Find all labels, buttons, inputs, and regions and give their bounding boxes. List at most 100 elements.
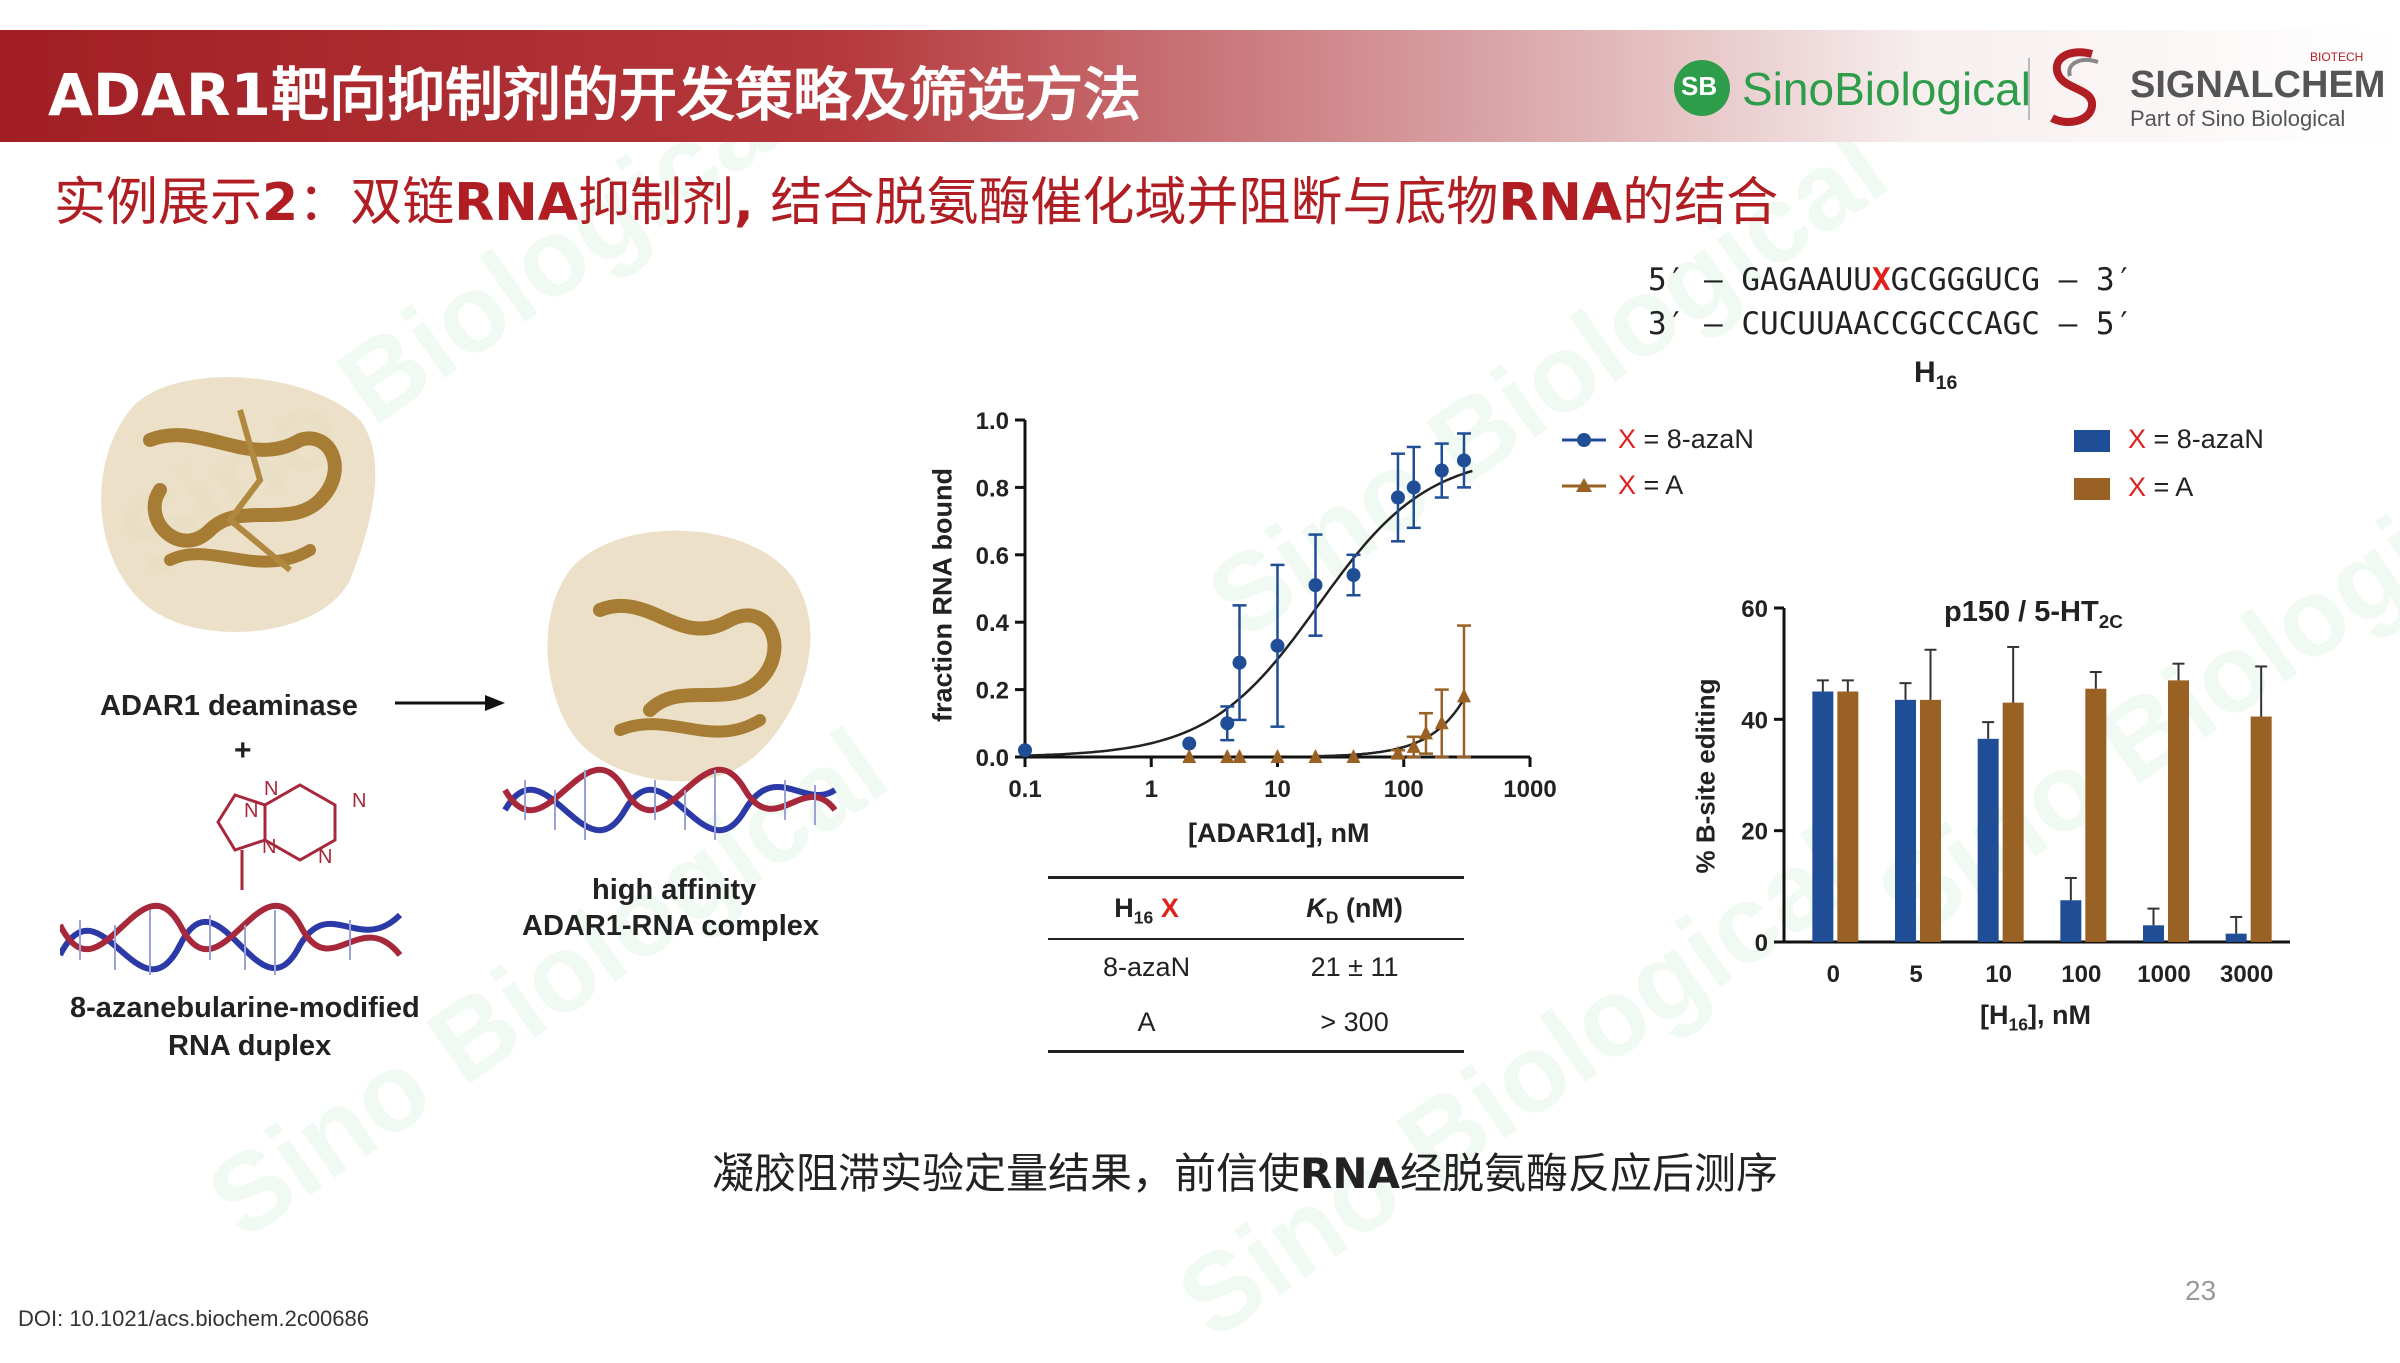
chart1-ylabel: fraction RNA bound xyxy=(927,468,958,722)
subtitle-suffix: 的结合 xyxy=(1622,173,1779,233)
data-point xyxy=(1434,715,1449,730)
bar xyxy=(2002,702,2024,942)
sequence-line-1: 5′ — GAGAAUUXGCGGGUCG — 3′ xyxy=(1648,262,2133,298)
bar xyxy=(1920,699,1941,942)
caption-rna: RNA xyxy=(1300,1149,1401,1198)
subtitle-mid2: 抑制剂 xyxy=(578,173,735,233)
chart1-legend-item-1: X = 8-azaN xyxy=(1618,424,1754,455)
bar xyxy=(2085,688,2107,942)
y-tick-label: 0.6 xyxy=(976,543,1009,570)
signalchem-text: SIGNALCHEM xyxy=(2130,64,2386,106)
page-number: 23 xyxy=(2185,1275,2217,1306)
sino-logo: SB SinoBiological xyxy=(1672,56,2032,126)
x-tick-label: 3000 xyxy=(2220,961,2273,988)
editing-bar-chart: 0 20 40 60 0 5 10 100 1000 3000 xyxy=(1741,596,2290,988)
table-cell: > 300 xyxy=(1245,995,1464,1054)
table-cell: 8-azaN xyxy=(1103,952,1191,983)
bar xyxy=(1977,738,1999,942)
arrow-head-icon xyxy=(485,695,505,711)
bar-chart-xlabel: [H16], nM xyxy=(1980,1000,2091,1035)
deaminase-label: ADAR1 deaminase xyxy=(100,690,358,722)
data-point xyxy=(1220,749,1235,763)
subtitle-mid3: 结合脱氨酶催化域并阻断与底物 xyxy=(753,173,1499,233)
ring-atom: N xyxy=(244,800,259,822)
x-tick-label: 5 xyxy=(1909,961,1922,988)
kd-table-header-oligo: H16 X xyxy=(1048,876,1246,941)
header-bar xyxy=(0,30,2400,142)
kd-table: H16 X KD (nM) 8-azaN 21 ± 11 A > 300 xyxy=(1048,876,1464,1054)
data-point xyxy=(1418,725,1433,740)
adar1-protein-icon xyxy=(101,377,376,633)
subtitle-comma: , xyxy=(734,173,754,233)
bar xyxy=(2060,900,2082,942)
subtitle-num: 2 xyxy=(262,173,299,233)
sb-logo-icon xyxy=(1674,60,1730,116)
signalchem-s-icon xyxy=(2050,48,2099,126)
signalchem-logo: BIOTECH SIGNALCHEM Part of Sino Biologic… xyxy=(2040,44,2385,134)
bar xyxy=(2225,933,2247,942)
data-point xyxy=(1232,749,1247,763)
chart1-xlabel: [ADAR1d], nM xyxy=(1188,818,1370,848)
y-tick-label: 0.2 xyxy=(976,678,1009,705)
caption-post: 经脱氨酶反应后测序 xyxy=(1400,1149,1779,1198)
ring-atom: N xyxy=(352,790,367,812)
complex-label-2: ADAR1-RNA complex xyxy=(522,910,820,942)
data-point xyxy=(1308,749,1323,763)
slide-subtitle: 实例展示2：双链RNA抑制剂, 结合脱氨酶催化域并阻断与底物RNA的结合 xyxy=(54,160,1778,235)
bar-legend-item-1: X = 8-azaN xyxy=(2128,424,2264,455)
subtitle-rna2: RNA xyxy=(1498,173,1623,233)
bar-legend-swatch-1 xyxy=(2074,430,2110,452)
complex-label-1: high affinity xyxy=(592,874,757,906)
x-tick-label: 100 xyxy=(2061,961,2101,988)
x-tick-label: 1000 xyxy=(1503,776,1556,803)
data-point xyxy=(1406,480,1421,495)
y-tick-label: 1.0 xyxy=(976,408,1009,435)
legend-x: X xyxy=(2128,424,2147,454)
signalchem-biotech: BIOTECH xyxy=(2310,50,2364,64)
table-row: A > 300 xyxy=(1048,995,1464,1054)
data-point xyxy=(1406,738,1421,753)
y-tick-label: 0.8 xyxy=(976,475,1009,502)
duplex-label-2: RNA duplex xyxy=(168,1030,332,1062)
signalchem-part-of: Part of Sino Biological xyxy=(2130,106,2346,131)
doi-reference: DOI: 10.1021/acs.biochem.2c00686 xyxy=(18,1306,370,1331)
ring-atom: N xyxy=(318,846,333,868)
bar-legend-item-2: X = A xyxy=(2128,472,2193,503)
data-point xyxy=(1270,749,1285,763)
azanebularine-structure-icon xyxy=(216,783,337,890)
x-tick-label: 10 xyxy=(1985,961,2012,988)
table-cell: A xyxy=(1048,995,1246,1054)
ring-atom: N xyxy=(262,836,277,858)
bar xyxy=(2250,716,2272,942)
legend-x: X xyxy=(2128,472,2147,502)
sequence-name: H16 xyxy=(1914,356,1957,395)
chart1-legend-markers xyxy=(1562,433,1606,492)
legend-text: = 8-azaN xyxy=(2146,424,2264,454)
y-tick-label: 0.0 xyxy=(976,745,1009,772)
table-cell: 21 ± 11 xyxy=(1310,952,1399,983)
legend-text: = A xyxy=(2146,472,2194,502)
y-tick-label: 0.4 xyxy=(976,610,1010,637)
y-tick-label: 60 xyxy=(1741,596,1768,623)
subtitle-mid1: ：双链 xyxy=(298,173,455,233)
fit-curve xyxy=(1024,469,1473,757)
bar xyxy=(2168,680,2189,942)
x-tick-label: 0 xyxy=(1827,961,1840,988)
duplex-label-1: 8-azanebularine-modified xyxy=(70,992,420,1024)
legend-x: X xyxy=(1618,424,1637,454)
data-point xyxy=(1270,638,1285,653)
chart1-legend-item-2: X = A xyxy=(1618,470,1683,501)
bar xyxy=(1837,691,1859,942)
x-tick-label: 1 xyxy=(1145,776,1158,803)
seq-name-main: H xyxy=(1914,356,1936,389)
legend-x: X xyxy=(1618,470,1637,500)
data-point xyxy=(1390,490,1405,505)
data-point xyxy=(1346,568,1361,583)
kd-table-header-kd: KD (nM) xyxy=(1245,876,1464,941)
data-point xyxy=(1390,745,1405,760)
sb-logo-letters: SB xyxy=(1681,71,1718,101)
data-point xyxy=(1220,716,1235,731)
complex-protein-icon xyxy=(547,530,811,782)
caption-pre: 凝胶阻滞实验定量结果，前信使 xyxy=(712,1149,1301,1198)
data-point xyxy=(1308,578,1323,593)
